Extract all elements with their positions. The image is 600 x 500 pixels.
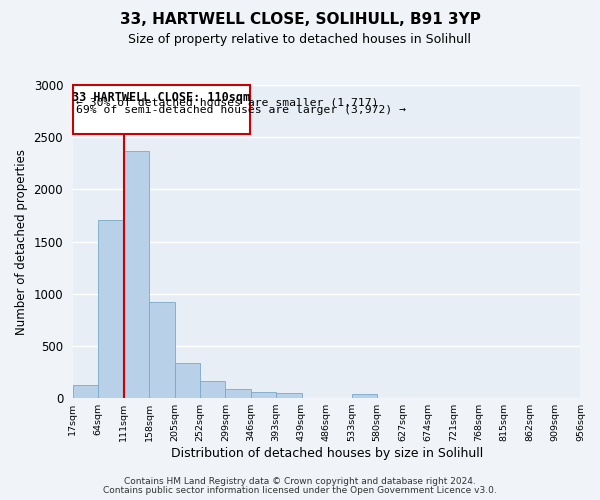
Text: 69% of semi-detached houses are larger (3,972) →: 69% of semi-detached houses are larger (… xyxy=(76,105,406,115)
Bar xyxy=(276,394,302,398)
Bar xyxy=(352,394,377,398)
Bar xyxy=(73,384,98,398)
Text: Contains public sector information licensed under the Open Government Licence v3: Contains public sector information licen… xyxy=(103,486,497,495)
Bar xyxy=(226,389,251,398)
Y-axis label: Number of detached properties: Number of detached properties xyxy=(15,148,28,334)
FancyBboxPatch shape xyxy=(73,85,250,134)
Bar xyxy=(98,220,124,398)
Bar xyxy=(200,382,226,398)
Text: Contains HM Land Registry data © Crown copyright and database right 2024.: Contains HM Land Registry data © Crown c… xyxy=(124,477,476,486)
Text: 33 HARTWELL CLOSE: 110sqm: 33 HARTWELL CLOSE: 110sqm xyxy=(73,90,251,104)
Bar xyxy=(251,392,276,398)
Text: ← 30% of detached houses are smaller (1,717): ← 30% of detached houses are smaller (1,… xyxy=(76,98,379,108)
Text: Size of property relative to detached houses in Solihull: Size of property relative to detached ho… xyxy=(128,32,472,46)
Text: 33, HARTWELL CLOSE, SOLIHULL, B91 3YP: 33, HARTWELL CLOSE, SOLIHULL, B91 3YP xyxy=(119,12,481,28)
X-axis label: Distribution of detached houses by size in Solihull: Distribution of detached houses by size … xyxy=(170,447,483,460)
Bar xyxy=(124,150,149,398)
Bar xyxy=(149,302,175,398)
Bar xyxy=(175,362,200,398)
